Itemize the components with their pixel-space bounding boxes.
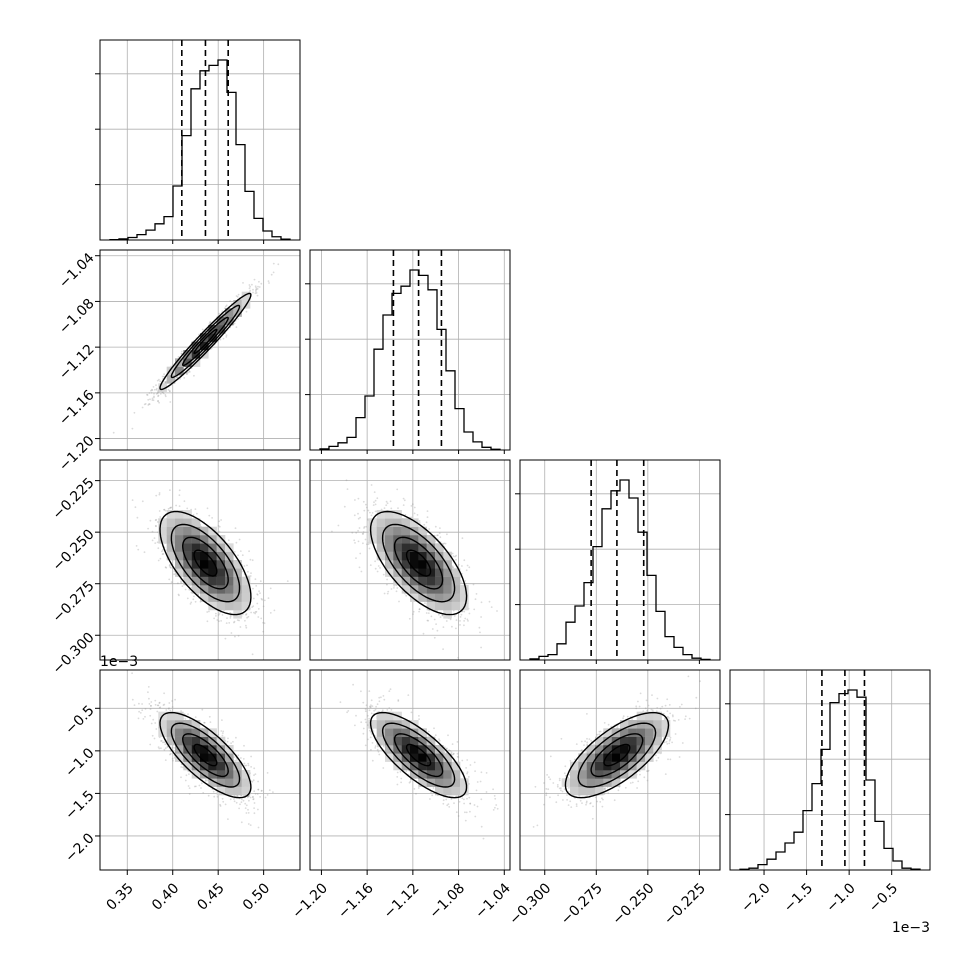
x-tick-label-1-2: −1.12: [381, 880, 423, 922]
pair-panel-2-1: [309, 459, 511, 661]
pair-panel-3-0: [99, 669, 301, 871]
y-offset-label-row-3: 1e−3: [100, 654, 138, 670]
diagonal-histogram-0: [95, 39, 301, 241]
x-tick-label-1-1: −1.16: [335, 880, 377, 922]
x-axis-col-2: −0.300 −0.275 −0.250 −0.225: [506, 870, 709, 928]
pair-2-0-contour-3: [159, 510, 252, 616]
pair-3-1-frame: [309, 669, 511, 871]
pair-1-0-contour-3: [159, 292, 252, 391]
x-tick-label-0-3: 0.50: [240, 880, 273, 913]
x-tick-label-0-2: 0.45: [194, 880, 227, 913]
pair-1-0-frame: [99, 249, 301, 451]
pair-3-2-contour-3: [564, 711, 670, 799]
y-tick-label-1-4: −1.04: [56, 250, 98, 292]
pair-panel-1-0: [99, 249, 301, 451]
pair-1-0-contour-2: [170, 304, 241, 379]
hist-1-frame: [309, 249, 511, 451]
pair-2-1-contour-0: [405, 549, 432, 577]
pair-3-1-contour-2: [381, 722, 456, 788]
y-tick-label-1-1: −1.16: [56, 387, 98, 429]
pair-3-1-contour-0: [405, 743, 432, 767]
hist-3-steps: [739, 689, 921, 870]
hist-2-frame: [519, 459, 721, 661]
hist-2-steps: [529, 479, 711, 661]
pair-3-2-contour-0: [603, 743, 631, 767]
x-axis-col-3: −2.0 −1.5 −1.0 −0.5 1e−3: [738, 870, 930, 936]
y-tick-label-1-0: −1.20: [56, 433, 98, 475]
pair-3-0-contour-1: [181, 733, 229, 778]
pair-2-1-contour-3: [369, 510, 468, 616]
pair-2-0-contour-1: [181, 536, 229, 590]
y-tick-label-2-0: −0.300: [50, 630, 98, 678]
pair-2-0-frame: [99, 459, 301, 661]
y-tick-label-1-3: −1.08: [56, 296, 98, 338]
pair-3-2-density: [561, 711, 671, 796]
pair-3-0-contour-0: [193, 743, 218, 767]
pair-2-1-contour-1: [393, 536, 444, 590]
y-tick-label-3-0: −2.0: [62, 830, 97, 865]
x-tick-label-1-3: −1.08: [427, 880, 469, 922]
diagonal-histogram-2: [515, 459, 721, 661]
x-axis-col-1: −1.20 −1.16 −1.12 −1.08 −1.04: [289, 870, 514, 922]
x-tick-label-2-3: −0.225: [661, 880, 709, 928]
x-tick-label-1-0: −1.20: [289, 880, 331, 922]
x-tick-label-3-2: −1.0: [823, 880, 858, 915]
pair-3-0-contour-2: [170, 722, 241, 788]
pair-panel-2-0: [99, 459, 301, 661]
pair-2-0-contour-0: [193, 549, 218, 577]
pair-3-2-contour-1: [590, 733, 644, 778]
hist-1-steps: [319, 269, 501, 450]
y-tick-label-2-1: −0.275: [50, 578, 98, 626]
y-tick-label-3-2: −1.0: [62, 745, 97, 780]
x-tick-label-3-3: −0.5: [866, 880, 901, 915]
pair-1-0-contour-1: [181, 316, 229, 367]
y-tick-label-1-2: −1.12: [56, 341, 98, 383]
diagonal-histogram-3: [725, 669, 931, 871]
x-offset-label-col-3: 1e−3: [892, 920, 930, 936]
pair-panel-3-1: [309, 669, 511, 871]
pair-3-2-frame: [519, 669, 721, 871]
y-axis-row-1: −1.20−1.16−1.12−1.08−1.04: [56, 250, 100, 475]
x-tick-label-3-1: −1.5: [781, 880, 816, 915]
pair-3-0-frame: [99, 669, 301, 871]
x-tick-label-0-0: 0.35: [104, 880, 137, 913]
pair-2-1-frame: [309, 459, 511, 661]
pair-3-2-contour-2: [577, 722, 657, 788]
pair-3-1-contour-1: [393, 733, 444, 778]
x-tick-label-2-2: −0.250: [609, 880, 657, 928]
x-tick-label-0-1: 0.40: [149, 880, 182, 913]
diagonal-histogram-1: [305, 249, 511, 451]
pair-3-1-contour-3: [369, 711, 468, 799]
hist-3-frame: [729, 669, 931, 871]
hist-0-frame: [99, 39, 301, 241]
x-tick-label-2-0: −0.300: [506, 880, 554, 928]
pair-2-1-contour-2: [381, 523, 456, 603]
pair-panel-3-2: [519, 669, 721, 871]
y-tick-label-3-3: −0.5: [62, 703, 97, 738]
x-tick-label-2-1: −0.275: [558, 880, 606, 928]
y-tick-label-3-1: −1.5: [62, 788, 97, 823]
pair-1-0-contour-0: [193, 328, 218, 355]
y-axis-row-2: −0.300−0.275−0.250−0.225: [50, 475, 100, 678]
x-tick-label-3-0: −2.0: [738, 880, 773, 915]
pair-3-0-contour-3: [159, 711, 252, 799]
y-tick-label-2-2: −0.250: [50, 527, 98, 575]
pair-2-0-contour-2: [170, 523, 241, 603]
y-tick-label-2-3: −0.225: [50, 475, 98, 523]
hist-0-steps: [109, 59, 291, 241]
x-axis-col-0: 0.35 0.40 0.45 0.50: [104, 870, 273, 914]
